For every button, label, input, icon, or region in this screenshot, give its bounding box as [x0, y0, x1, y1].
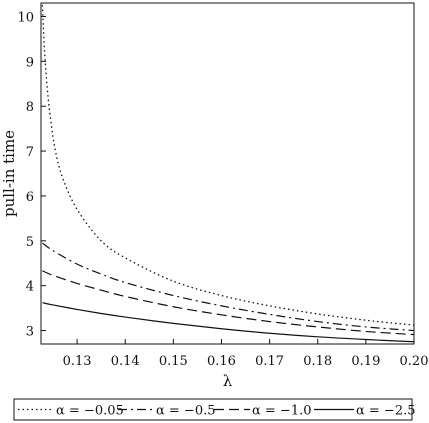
series-line-2: [42, 242, 415, 332]
x-axis-title: λ: [223, 372, 233, 390]
y-tick-label: 5: [26, 235, 34, 250]
y-tick-label: 9: [26, 55, 34, 70]
y-tick-label: 10: [17, 10, 34, 25]
x-tick-label: 0.17: [255, 354, 284, 369]
plot-frame: [40, 2, 415, 345]
x-tick-label: 0.14: [111, 354, 140, 369]
x-tick-label: 0.20: [400, 354, 429, 369]
legend-label: α = −1.0: [252, 404, 312, 419]
x-tick-label: 0.18: [303, 354, 332, 369]
y-tick-label: 4: [26, 280, 34, 295]
legend-label: α = −0.05: [56, 404, 124, 419]
x-tick-label: 0.15: [159, 354, 188, 369]
series-line-3: [42, 270, 415, 336]
y-tick-label: 6: [26, 190, 34, 205]
series-line-1: [41, 5, 415, 326]
y-axis-title: pull-in time: [0, 130, 18, 217]
y-tick-label: 8: [26, 100, 34, 115]
legend-label: α = −2.5: [356, 404, 416, 419]
y-tick-label: 3: [26, 325, 34, 340]
series-line-4: [42, 302, 415, 343]
y-tick-label: 7: [26, 145, 34, 160]
legend-label: α = −0.5: [156, 404, 216, 419]
x-tick-label: 0.19: [351, 354, 380, 369]
x-tick-label: 0.13: [63, 354, 92, 369]
x-tick-label: 0.16: [207, 354, 236, 369]
legend-box: [13, 398, 413, 421]
